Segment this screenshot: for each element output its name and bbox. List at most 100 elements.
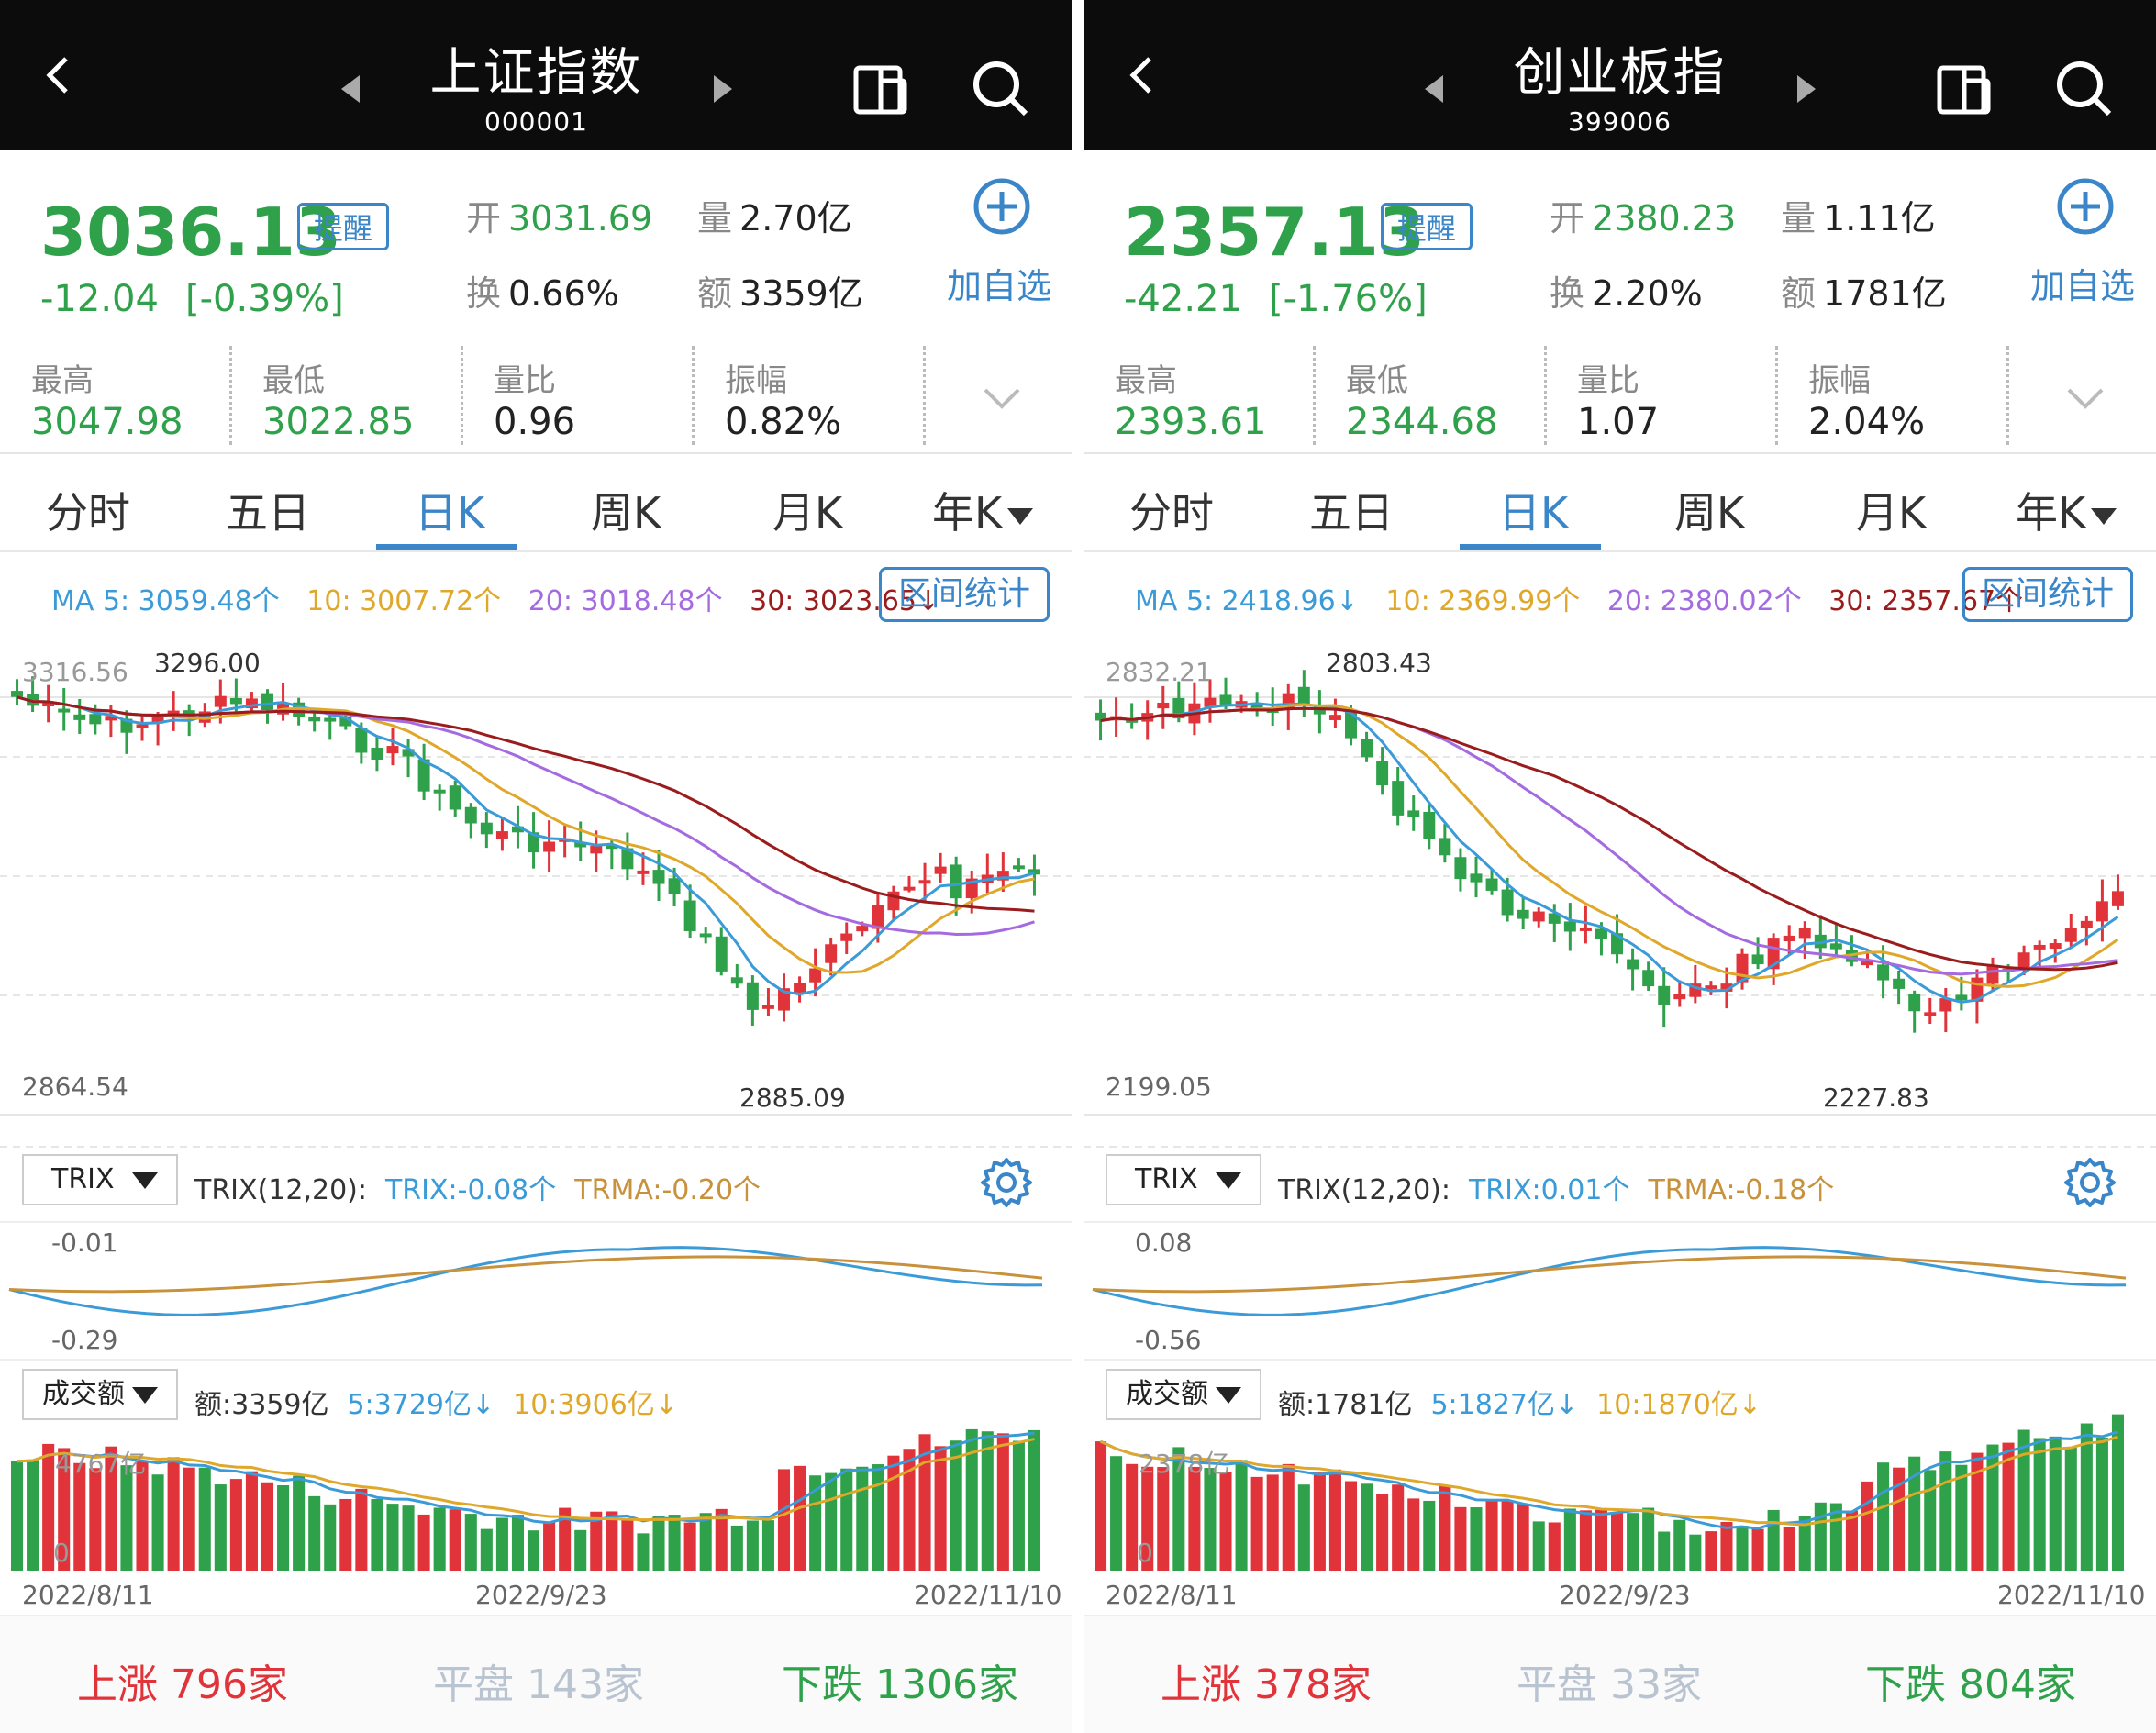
tab-week-k[interactable]: 周K xyxy=(1674,488,1745,538)
candle-body xyxy=(11,691,24,697)
indicator-dropdown[interactable]: TRIX xyxy=(1106,1154,1261,1205)
range-stats-button[interactable]: 区间统计 xyxy=(1962,567,2133,622)
tab-day-k[interactable]: 日K xyxy=(1498,488,1569,538)
next-triangle-icon[interactable] xyxy=(714,75,732,103)
kline-chart[interactable] xyxy=(1084,0,2156,1578)
amount-bar xyxy=(1470,1507,1483,1571)
chevron-down-icon[interactable] xyxy=(982,386,1022,412)
tab-month-k[interactable]: 月K xyxy=(1856,488,1927,538)
amount-dropdown[interactable]: 成交额 xyxy=(1106,1369,1261,1420)
candle-body xyxy=(480,822,493,835)
gear-icon[interactable] xyxy=(980,1156,1033,1209)
amount-bar xyxy=(1235,1460,1248,1571)
candle-body xyxy=(1297,686,1310,705)
candle-body xyxy=(746,982,759,1010)
amount-bar xyxy=(339,1498,352,1571)
amount-bar xyxy=(1689,1534,1702,1571)
date-mid: 2022/9/23 xyxy=(1559,1580,1691,1610)
split-screen-icon[interactable] xyxy=(1937,62,1992,116)
ma20-value: 20: 2380.02个 xyxy=(1606,585,1802,617)
tab-five-day[interactable]: 五日 xyxy=(1309,488,1394,538)
amount-bar xyxy=(1188,1466,1201,1571)
tab-minute[interactable]: 分时 xyxy=(1129,488,1214,538)
tab-year-k[interactable]: 年K xyxy=(932,480,1034,540)
ma30-value: 30: 3023.65↓ xyxy=(750,585,940,617)
amount-bar xyxy=(1595,1509,1607,1571)
flat-count: 平盘 33家 xyxy=(1517,1661,1702,1708)
candle-body xyxy=(1955,994,1968,1001)
search-icon[interactable] xyxy=(2054,59,2113,117)
amount-bar xyxy=(58,1448,71,1571)
add-watchlist-button[interactable]: 加自选 xyxy=(2030,266,2136,306)
amount-bar xyxy=(417,1514,430,1571)
add-watchlist-button[interactable]: 加自选 xyxy=(947,266,1052,306)
amount-bar xyxy=(2049,1436,2062,1571)
tab-day-k[interactable]: 日K xyxy=(415,488,485,538)
kline-chart[interactable] xyxy=(0,0,1072,1578)
amount-bar xyxy=(1439,1484,1451,1571)
back-icon[interactable] xyxy=(40,57,77,94)
amount-bar xyxy=(151,1474,164,1571)
tab-week-k[interactable]: 周K xyxy=(591,488,661,538)
amount-bar xyxy=(1861,1481,1874,1571)
back-icon[interactable] xyxy=(1124,57,1161,94)
gear-icon[interactable] xyxy=(2063,1156,2117,1209)
next-triangle-icon[interactable] xyxy=(1797,75,1816,103)
price-change-pct: [-0.39%] xyxy=(185,278,344,320)
amount-bar xyxy=(1423,1500,1436,1571)
amount-bar xyxy=(683,1522,696,1571)
candle-body xyxy=(1517,909,1529,919)
candle-body xyxy=(730,977,743,984)
market-breadth: 上涨 796家 平盘 143家 下跌 1306家 xyxy=(0,1616,1072,1733)
amount-bar xyxy=(1814,1502,1827,1571)
amount-bar xyxy=(1219,1472,1232,1571)
search-icon[interactable] xyxy=(971,59,1029,117)
volume-field: 量 2.70亿 xyxy=(697,198,852,239)
ma5-value: MA 5: 2418.96↓ xyxy=(1135,585,1359,617)
add-circle-icon[interactable] xyxy=(2056,177,2115,236)
candle-body xyxy=(1095,712,1107,721)
date-start: 2022/8/11 xyxy=(22,1580,154,1610)
candle-body xyxy=(590,846,603,854)
tab-year-k[interactable]: 年K xyxy=(2016,480,2117,540)
tab-month-k[interactable]: 月K xyxy=(772,488,843,538)
candle-body xyxy=(1877,964,1890,981)
amount-bar xyxy=(887,1455,900,1571)
candle-body xyxy=(1814,934,1827,949)
amount-dropdown[interactable]: 成交额 xyxy=(22,1369,178,1420)
trix-values: TRIX(12,20): TRIX:-0.08个 TRMA:-0.20个 xyxy=(194,1174,761,1206)
candle-body xyxy=(809,968,822,983)
candle-body xyxy=(73,714,86,720)
tab-five-day[interactable]: 五日 xyxy=(226,488,310,538)
trma-line xyxy=(1092,1255,2127,1294)
amount-bar xyxy=(1172,1447,1185,1571)
indicator-dropdown[interactable]: TRIX xyxy=(22,1154,178,1205)
chevron-down-icon[interactable] xyxy=(2065,386,2106,412)
amount-bar xyxy=(856,1466,869,1571)
amount-bar xyxy=(1328,1469,1341,1571)
amount-bar xyxy=(621,1518,634,1571)
add-circle-icon[interactable] xyxy=(972,177,1031,236)
amount-bar xyxy=(1454,1506,1467,1571)
tab-minute[interactable]: 分时 xyxy=(46,488,130,538)
candle-body xyxy=(1720,983,1733,992)
candle-body xyxy=(699,933,712,938)
split-screen-icon[interactable] xyxy=(853,62,908,116)
candle-body xyxy=(1204,697,1217,707)
amount-bar xyxy=(903,1449,916,1571)
amount-bar xyxy=(1971,1452,1984,1571)
amount-bar xyxy=(245,1471,258,1571)
remind-button[interactable]: 提醒 xyxy=(1381,203,1473,250)
remind-button[interactable]: 提醒 xyxy=(297,203,389,250)
amount-axis-top: 4767亿 xyxy=(55,1449,147,1479)
candle-body xyxy=(1012,865,1025,870)
amount-field: 额 3359亿 xyxy=(697,273,863,314)
prev-triangle-icon[interactable] xyxy=(1425,75,1443,103)
amount-bar xyxy=(1407,1498,1420,1571)
amount-bar xyxy=(1110,1456,1123,1571)
ma30-line xyxy=(1100,706,2118,972)
amount-axis-zero: 0 xyxy=(53,1538,70,1568)
prev-triangle-icon[interactable] xyxy=(341,75,360,103)
range-stats-button[interactable]: 区间统计 xyxy=(879,567,1050,622)
candle-body xyxy=(386,746,399,754)
